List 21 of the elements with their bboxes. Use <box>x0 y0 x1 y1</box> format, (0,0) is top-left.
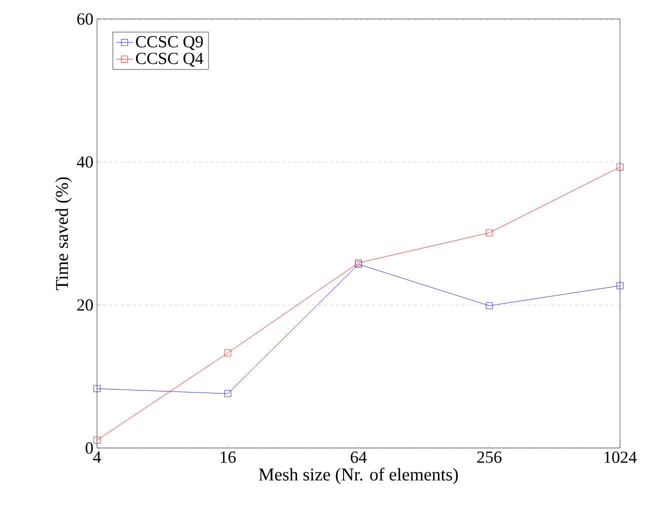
point <box>486 229 493 236</box>
legend-label: CCSC Q4 <box>136 52 204 67</box>
y-tick-label: 20 <box>77 299 93 311</box>
x-tick-label: 16 <box>220 452 236 463</box>
x-tick-label: 4 <box>93 452 101 463</box>
y-tick-label: 40 <box>76 156 93 168</box>
point <box>616 164 624 170</box>
y-tick-label: 0 <box>86 442 93 454</box>
point <box>224 390 232 398</box>
point <box>224 350 232 356</box>
x-axis-title: Mesh size (Nr. of elements) <box>258 468 458 484</box>
y-axis-title: Time saved (%) <box>55 177 72 290</box>
point <box>486 302 493 310</box>
legend-label: CCSC Q9 <box>136 36 203 50</box>
point <box>94 385 100 392</box>
point <box>94 436 100 444</box>
point <box>616 282 624 290</box>
y-tick-label: 60 <box>77 13 93 25</box>
x-tick-label: 256 <box>477 452 502 463</box>
x-tick-label: 64 <box>350 452 367 463</box>
x-tick-label: 1024 <box>604 452 637 463</box>
